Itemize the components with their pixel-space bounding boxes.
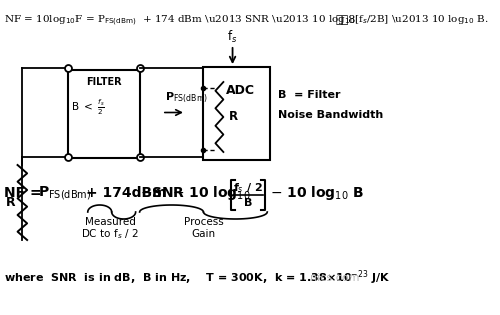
Text: Noise Bandwidth: Noise Bandwidth [278, 110, 383, 120]
Text: FILTER: FILTER [86, 77, 122, 87]
Text: f$_s$: f$_s$ [228, 29, 237, 45]
Text: P$_{\mathsf{FS(dBm)}}$: P$_{\mathsf{FS(dBm)}}$ [38, 184, 92, 202]
Text: ADC: ADC [226, 83, 255, 96]
Text: Gain: Gain [192, 229, 216, 239]
Text: $-$SNR: $-$SNR [140, 186, 185, 200]
Text: NF =: NF = [4, 186, 46, 200]
Text: Measured: Measured [84, 217, 136, 227]
Text: where  SNR  is in dB,  B in Hz,    T = 300K,  k = 1.38×10$^{-23}$ J/K: where SNR is in dB, B in Hz, T = 300K, k… [4, 269, 390, 287]
Bar [68, 70, 140, 158]
Text: NF = 10log$_{10}$F = P$_{\mathsf{FS(dBm)}}$  + 174 dBm \u2013 SNR \u2013 10 log$: NF = 10log$_{10}$F = P$_{\mathsf{FS(dBm)… [4, 14, 488, 28]
Text: DC to f$_s$ / 2: DC to f$_s$ / 2 [81, 227, 139, 241]
Text: B $<$ $\frac{f_s}{2}$: B $<$ $\frac{f_s}{2}$ [71, 97, 105, 117]
Text: 等式8: 等式8 [335, 14, 355, 24]
Text: B: B [244, 198, 252, 208]
Text: + 174dBm: + 174dBm [86, 186, 166, 200]
Text: R: R [6, 196, 15, 209]
Text: P$_{\mathsf{FS(dBm)}}$: P$_{\mathsf{FS(dBm)}}$ [165, 90, 208, 105]
Text: $-$ 10 log$_{10}$ B: $-$ 10 log$_{10}$ B [270, 184, 364, 202]
Text: f$_s$ / 2: f$_s$ / 2 [233, 181, 263, 195]
Text: B  = Filter: B = Filter [278, 90, 340, 100]
Bar [204, 67, 270, 160]
Text: $-$ 10 log$_{10}$: $-$ 10 log$_{10}$ [172, 184, 250, 202]
Text: Process: Process [184, 217, 224, 227]
Text: R: R [229, 111, 238, 123]
Text: nics.com: nics.com [310, 273, 359, 283]
